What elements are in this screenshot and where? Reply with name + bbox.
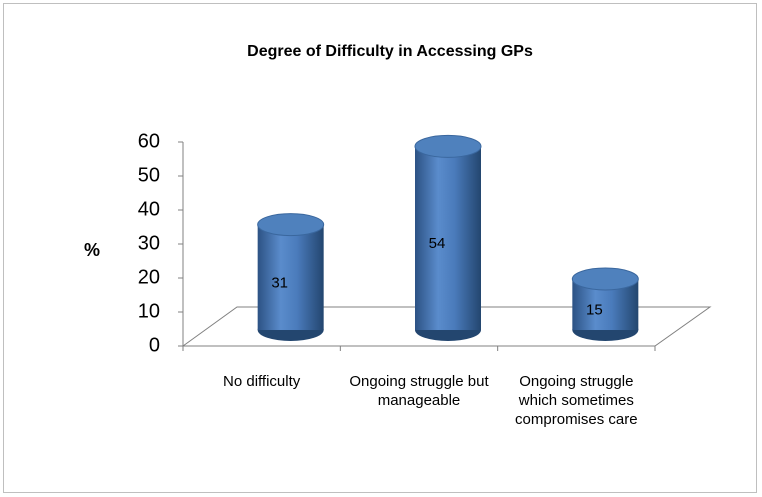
bar [415,146,481,330]
chart-title: Degree of Difficulty in Accessing GPs [247,43,533,60]
y-tick-label: 0 [149,334,160,356]
y-tick-label: 50 [138,164,160,186]
x-tick-label: Ongoing struggle but manageable [349,373,489,409]
y-tick-label: 20 [138,266,160,288]
x-tick-label: No difficulty [223,373,301,390]
y-tick-label: 40 [138,198,160,220]
bar-top [414,134,482,158]
data-label: 15 [586,301,603,318]
data-label: 54 [429,235,446,252]
y-tick-label: 60 [138,130,160,152]
bar [257,224,324,330]
bar-top [257,213,325,237]
y-tick-label: 10 [138,300,160,322]
bar-top [571,267,639,291]
data-label: 31 [271,274,288,291]
chart-border [3,3,757,493]
y-tick-label: 30 [138,232,160,254]
y-axis-label: % [84,240,100,260]
x-tick-label: Ongoing struggle which sometimes comprom… [515,373,638,428]
